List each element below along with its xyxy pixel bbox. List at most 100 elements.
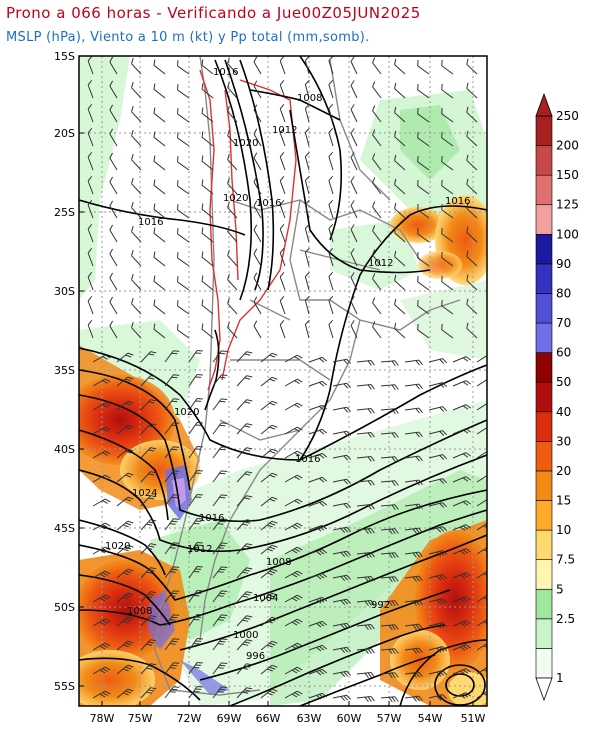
wind-barb [131,249,142,267]
wind-barb [164,422,180,435]
wind-barb [92,378,111,387]
wind-barb [116,520,134,531]
wind-barb [428,502,448,508]
wind-barb [308,476,328,483]
wind-barb [332,358,352,365]
wind-barb [164,518,180,531]
wind-barb [260,520,278,531]
colorbar-swatch [535,618,553,649]
colorbar-label: 80 [556,286,571,300]
wind-barb [92,570,111,579]
wind-barb [188,374,203,387]
wind-barb [116,496,134,507]
wind-barb [131,321,142,339]
colorbar-swatch [535,145,553,176]
wind-barb [452,356,471,363]
wind-barb [227,177,238,195]
wind-barb [236,375,253,387]
wind-barb [109,104,118,123]
wind-barb [116,472,134,483]
colorbar-swatch [535,441,553,472]
wind-barb [380,696,399,703]
wind-barb [253,104,262,123]
wind-barb [441,227,454,243]
wind-barb [284,666,303,675]
colorbar-label: 20 [556,464,571,478]
wind-barb [260,568,278,579]
wind-barb [452,500,471,507]
wind-barb [350,152,358,171]
wind-barb [350,80,358,99]
wind-barb [227,81,238,99]
wind-barb [466,274,478,291]
wind-barb [236,447,253,459]
wind-barb [153,323,166,339]
wind-barb [452,380,471,387]
wind-barb [201,179,214,195]
wind-barb [92,546,111,555]
colorbar-swatch [535,293,553,324]
wind-barb [394,178,406,195]
wind-barb [372,153,382,171]
wind-barb [164,494,180,507]
wind-barb [417,155,430,171]
wind-barb [236,639,253,651]
colorbar-swatch [535,648,553,679]
wind-barb [177,84,190,99]
wind-barb [308,692,328,700]
wind-barb [404,623,423,630]
map-subtitle: MSLP (hPa), Viento a 10 m (kt) y Pp tota… [6,30,370,45]
wind-barb [153,275,166,291]
wind-barb [308,596,328,604]
wind-barb [188,446,203,459]
isobar-label: 1024 [132,488,157,499]
wind-barb [164,614,180,627]
axis-ticks [79,55,474,706]
wind-barb [428,478,448,484]
wind-barb [227,153,238,171]
wind-barb [350,248,358,267]
wind-barb [236,567,253,579]
wind-barb [253,128,262,147]
wind-barb [452,452,471,459]
wind-barb [153,59,166,75]
wind-barb [328,271,334,291]
wind-barb [227,105,238,123]
wind-barb [328,56,334,75]
isobar-label: 1020 [174,407,199,418]
wind-barb [177,228,190,243]
wind-barb [284,354,303,363]
wind-barb [356,671,375,679]
wind-barb [212,470,228,483]
wind-barb [164,662,180,675]
wind-barb [372,57,382,75]
colorbar-swatch [535,500,553,531]
wind-barb [177,276,190,291]
wind-barb [177,204,190,219]
wind-barb [140,375,157,387]
wind-barb [201,227,214,243]
wind-barb [201,83,214,99]
wind-barb [212,662,228,675]
wind-barb [404,479,423,486]
wind-barb [380,504,399,511]
wind-barb [380,648,399,655]
isobar-label: 1016 [295,454,320,465]
wind-barb [332,550,352,558]
wind-barb [140,639,157,651]
colorbar-swatch [535,234,553,265]
lat-label: 25S [54,206,75,219]
wind-barb [350,224,358,243]
wind-barb [452,572,471,579]
wind-barb [92,594,111,603]
wind-barb [441,83,454,99]
wind-barb [380,600,399,607]
wind-barb [304,271,310,291]
wind-barb [304,56,310,75]
wind-barb [284,618,303,627]
wind-barb [380,552,399,559]
wind-barb [404,359,423,366]
wind-barb [236,663,253,675]
isobar-label: 1020 [105,541,130,552]
wind-barb [188,542,203,555]
